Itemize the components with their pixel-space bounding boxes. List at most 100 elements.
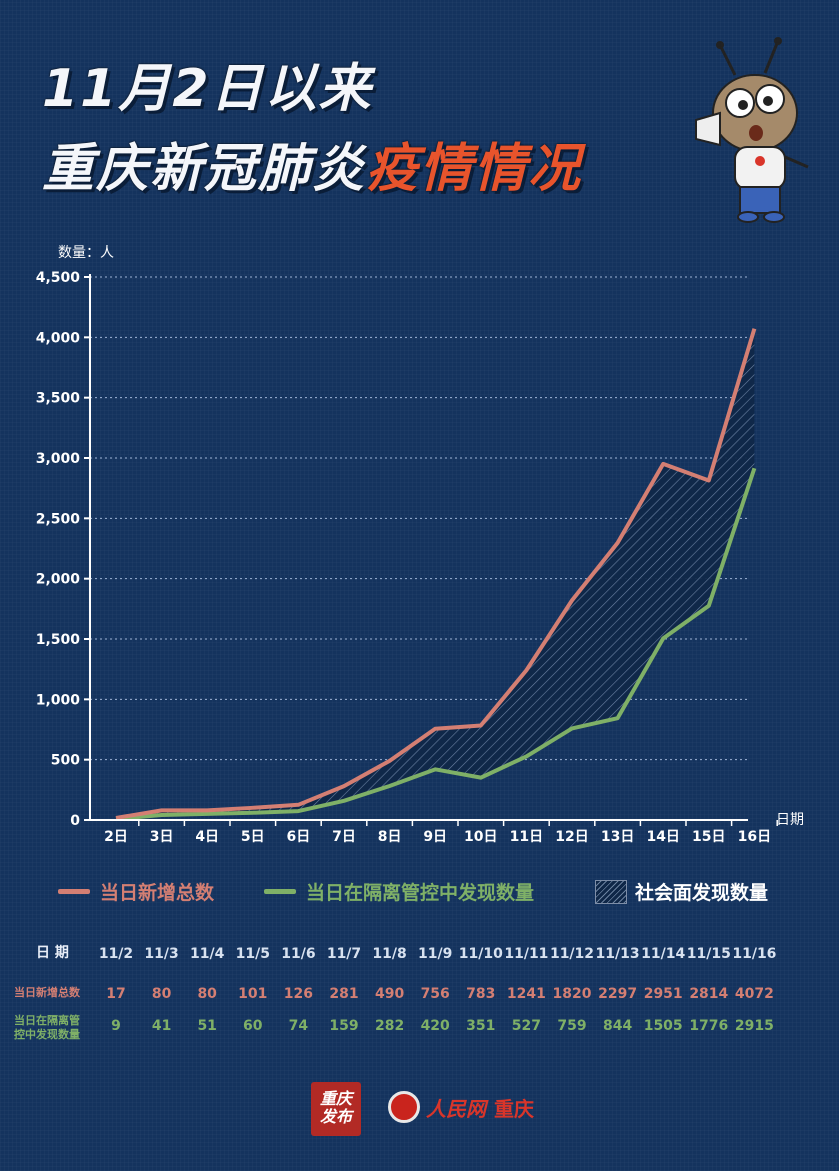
- table-date-cell: 11/11: [504, 946, 549, 962]
- ant-mascot-icon: [695, 37, 809, 223]
- title-line-1: 11月2日以来: [42, 59, 373, 119]
- table-isolated-cell: 759: [557, 1018, 587, 1034]
- x-tick-label: 10日: [464, 829, 497, 845]
- axes: [89, 274, 748, 821]
- table-row-total: 当日新增总数 17 80 80 101 126 281 490 756 783 1241 1820 2…: [0, 982, 839, 1022]
- table-total-cell: 126: [283, 986, 313, 1002]
- table-isolated-cell: 74: [288, 1018, 309, 1034]
- table-total-label: 当日新增总数: [14, 986, 80, 999]
- y-tick-label: 3,000: [36, 451, 81, 467]
- chongqing-release-seal-icon: 重庆 发布: [311, 1082, 361, 1136]
- table-total-cell: 490: [374, 986, 405, 1002]
- series-line-total: [115, 328, 757, 820]
- table-row-dates: 日 期 11/2 11/3 11/4 11/5 11/6 11/7 11/8 11/9 11/1…: [0, 940, 839, 980]
- legend-item-community: 社会面发现数量: [595, 878, 768, 905]
- table-date-cell: 11/10: [458, 946, 503, 962]
- y-tick-label: 500: [51, 753, 80, 769]
- table-isolated-cell: 844: [602, 1018, 633, 1034]
- table-isolated-cell: 51: [197, 1018, 217, 1034]
- title-highlight: 疫情情况: [366, 139, 583, 199]
- people-daily-globe-icon: [388, 1091, 420, 1123]
- table-date-cell: 11/5: [235, 946, 270, 962]
- legend-swatch-community: [595, 879, 627, 904]
- x-ticks: 2日 3日 4日 5日 6日 7日 8日 9日 10日 11日 12日 13日 14日 15日 16日: [104, 820, 778, 845]
- x-tick-label: 8日: [378, 829, 402, 845]
- x-tick-label: 16日: [738, 829, 771, 845]
- table-isolated-cell: 282: [374, 1018, 405, 1034]
- x-tick-label: 13日: [601, 829, 634, 845]
- table-total-cell: 281: [329, 986, 359, 1002]
- x-tick-label: 9日: [423, 829, 447, 845]
- table-total-cell: 2951: [643, 986, 683, 1002]
- footer: 重庆 发布 人民网 重庆: [0, 1078, 839, 1138]
- table-total-cell: 2297: [598, 986, 638, 1002]
- table-isolated-cell: 159: [329, 1018, 359, 1034]
- legend-item-isolated: 当日在隔离管控中发现数量: [264, 878, 534, 905]
- table-isolated-cell: 60: [243, 1018, 263, 1034]
- table-total-cell: 4072: [734, 986, 774, 1002]
- y-tick-label: 2,000: [36, 572, 81, 588]
- table-row-isolated: 当日在隔离管 控中发现数量 9 41 51 60 74 159 282 420 351 527 75…: [0, 1014, 839, 1054]
- table-date-cell: 11/13: [595, 946, 640, 962]
- y-ticks: 0 500 1,000 1,500 2,000 2,500 3,000 3,500 4,000 4…: [36, 270, 90, 829]
- x-tick-label: 2日: [104, 829, 128, 845]
- table-isolated-label-1: 当日在隔离管: [14, 1014, 80, 1027]
- table-date-cell: 11/3: [144, 946, 179, 962]
- table-isolated-cell: 41: [151, 1018, 172, 1034]
- table-total-cell: 2814: [689, 986, 729, 1002]
- x-tick-label: 14日: [646, 829, 679, 845]
- table-isolated-label-2: 控中发现数量: [14, 1028, 80, 1041]
- title-line-2: 重庆新冠肺炎疫情情况: [42, 126, 582, 201]
- series-lines: [115, 328, 757, 821]
- line-chart: 数量：人 0 500 1,000 1,500 2,000 2,500 3,000 3,500 4…: [36, 245, 804, 845]
- legend-item-total: 当日新增总数: [58, 878, 214, 905]
- people-daily-city: 重庆: [494, 1096, 534, 1121]
- series-line-isolated: [115, 467, 757, 821]
- table-isolated-cell: 1505: [643, 1018, 683, 1034]
- x-tick-label: 4日: [195, 829, 219, 845]
- table-total-cell: 17: [106, 986, 126, 1002]
- table-date-cell: 11/6: [281, 946, 316, 962]
- y-tick-label: 1,000: [36, 692, 81, 708]
- table-isolated-cell: 2915: [734, 1018, 774, 1034]
- table-date-cell: 11/9: [418, 946, 453, 962]
- people-daily-logo: 人民网 重庆: [388, 1090, 538, 1124]
- y-tick-label: 4,000: [36, 330, 81, 346]
- legend-label-community: 社会面发现数量: [635, 882, 769, 904]
- table-date-cell: 11/2: [98, 946, 134, 962]
- x-tick-label: 5日: [241, 829, 265, 845]
- table-date-cell: 11/4: [190, 946, 225, 962]
- table-isolated-cell: 420: [420, 1018, 450, 1034]
- people-daily-name: 人民网: [426, 1096, 486, 1121]
- community-area: [116, 328, 755, 819]
- table-isolated-cell: 9: [111, 1018, 121, 1034]
- legend-swatch-isolated: [264, 889, 296, 894]
- legend: 当日新增总数 当日在隔离管控中发现数量 社会面发现数量: [0, 878, 839, 914]
- x-tick-label: 12日: [555, 829, 588, 845]
- table-date-cell: 11/15: [686, 946, 731, 962]
- table-isolated-cell: 527: [511, 1018, 541, 1034]
- y-axis-title: 数量：人: [58, 245, 114, 261]
- table-total-cell: 80: [151, 986, 172, 1002]
- x-tick-label: 7日: [332, 829, 356, 845]
- title-main: 重庆新冠肺炎: [42, 139, 367, 199]
- y-tick-label: 4,500: [36, 270, 81, 286]
- y-tick-label: 0: [70, 813, 80, 829]
- table-total-cell: 783: [466, 986, 496, 1002]
- table-date-cell: 11/14: [641, 946, 686, 962]
- table-isolated-cell: 351: [466, 1018, 496, 1034]
- table-total-cell: 756: [420, 986, 450, 1002]
- legend-label-isolated: 当日在隔离管控中发现数量: [306, 882, 535, 904]
- table-header-label: 日 期: [36, 945, 69, 961]
- x-tick-label: 3日: [150, 829, 174, 845]
- table-total-cell: 1820: [552, 986, 592, 1002]
- community-area-fill: [116, 328, 755, 819]
- table-total-cell: 101: [238, 986, 268, 1002]
- table-date-cell: 11/8: [372, 946, 407, 962]
- x-tick-label: 15日: [692, 829, 725, 845]
- y-tick-label: 2,500: [36, 511, 81, 527]
- y-tick-label: 3,500: [36, 391, 81, 407]
- table-total-cell: 80: [197, 986, 217, 1002]
- table-date-cell: 11/16: [732, 946, 777, 962]
- legend-label-total: 当日新增总数: [100, 882, 215, 904]
